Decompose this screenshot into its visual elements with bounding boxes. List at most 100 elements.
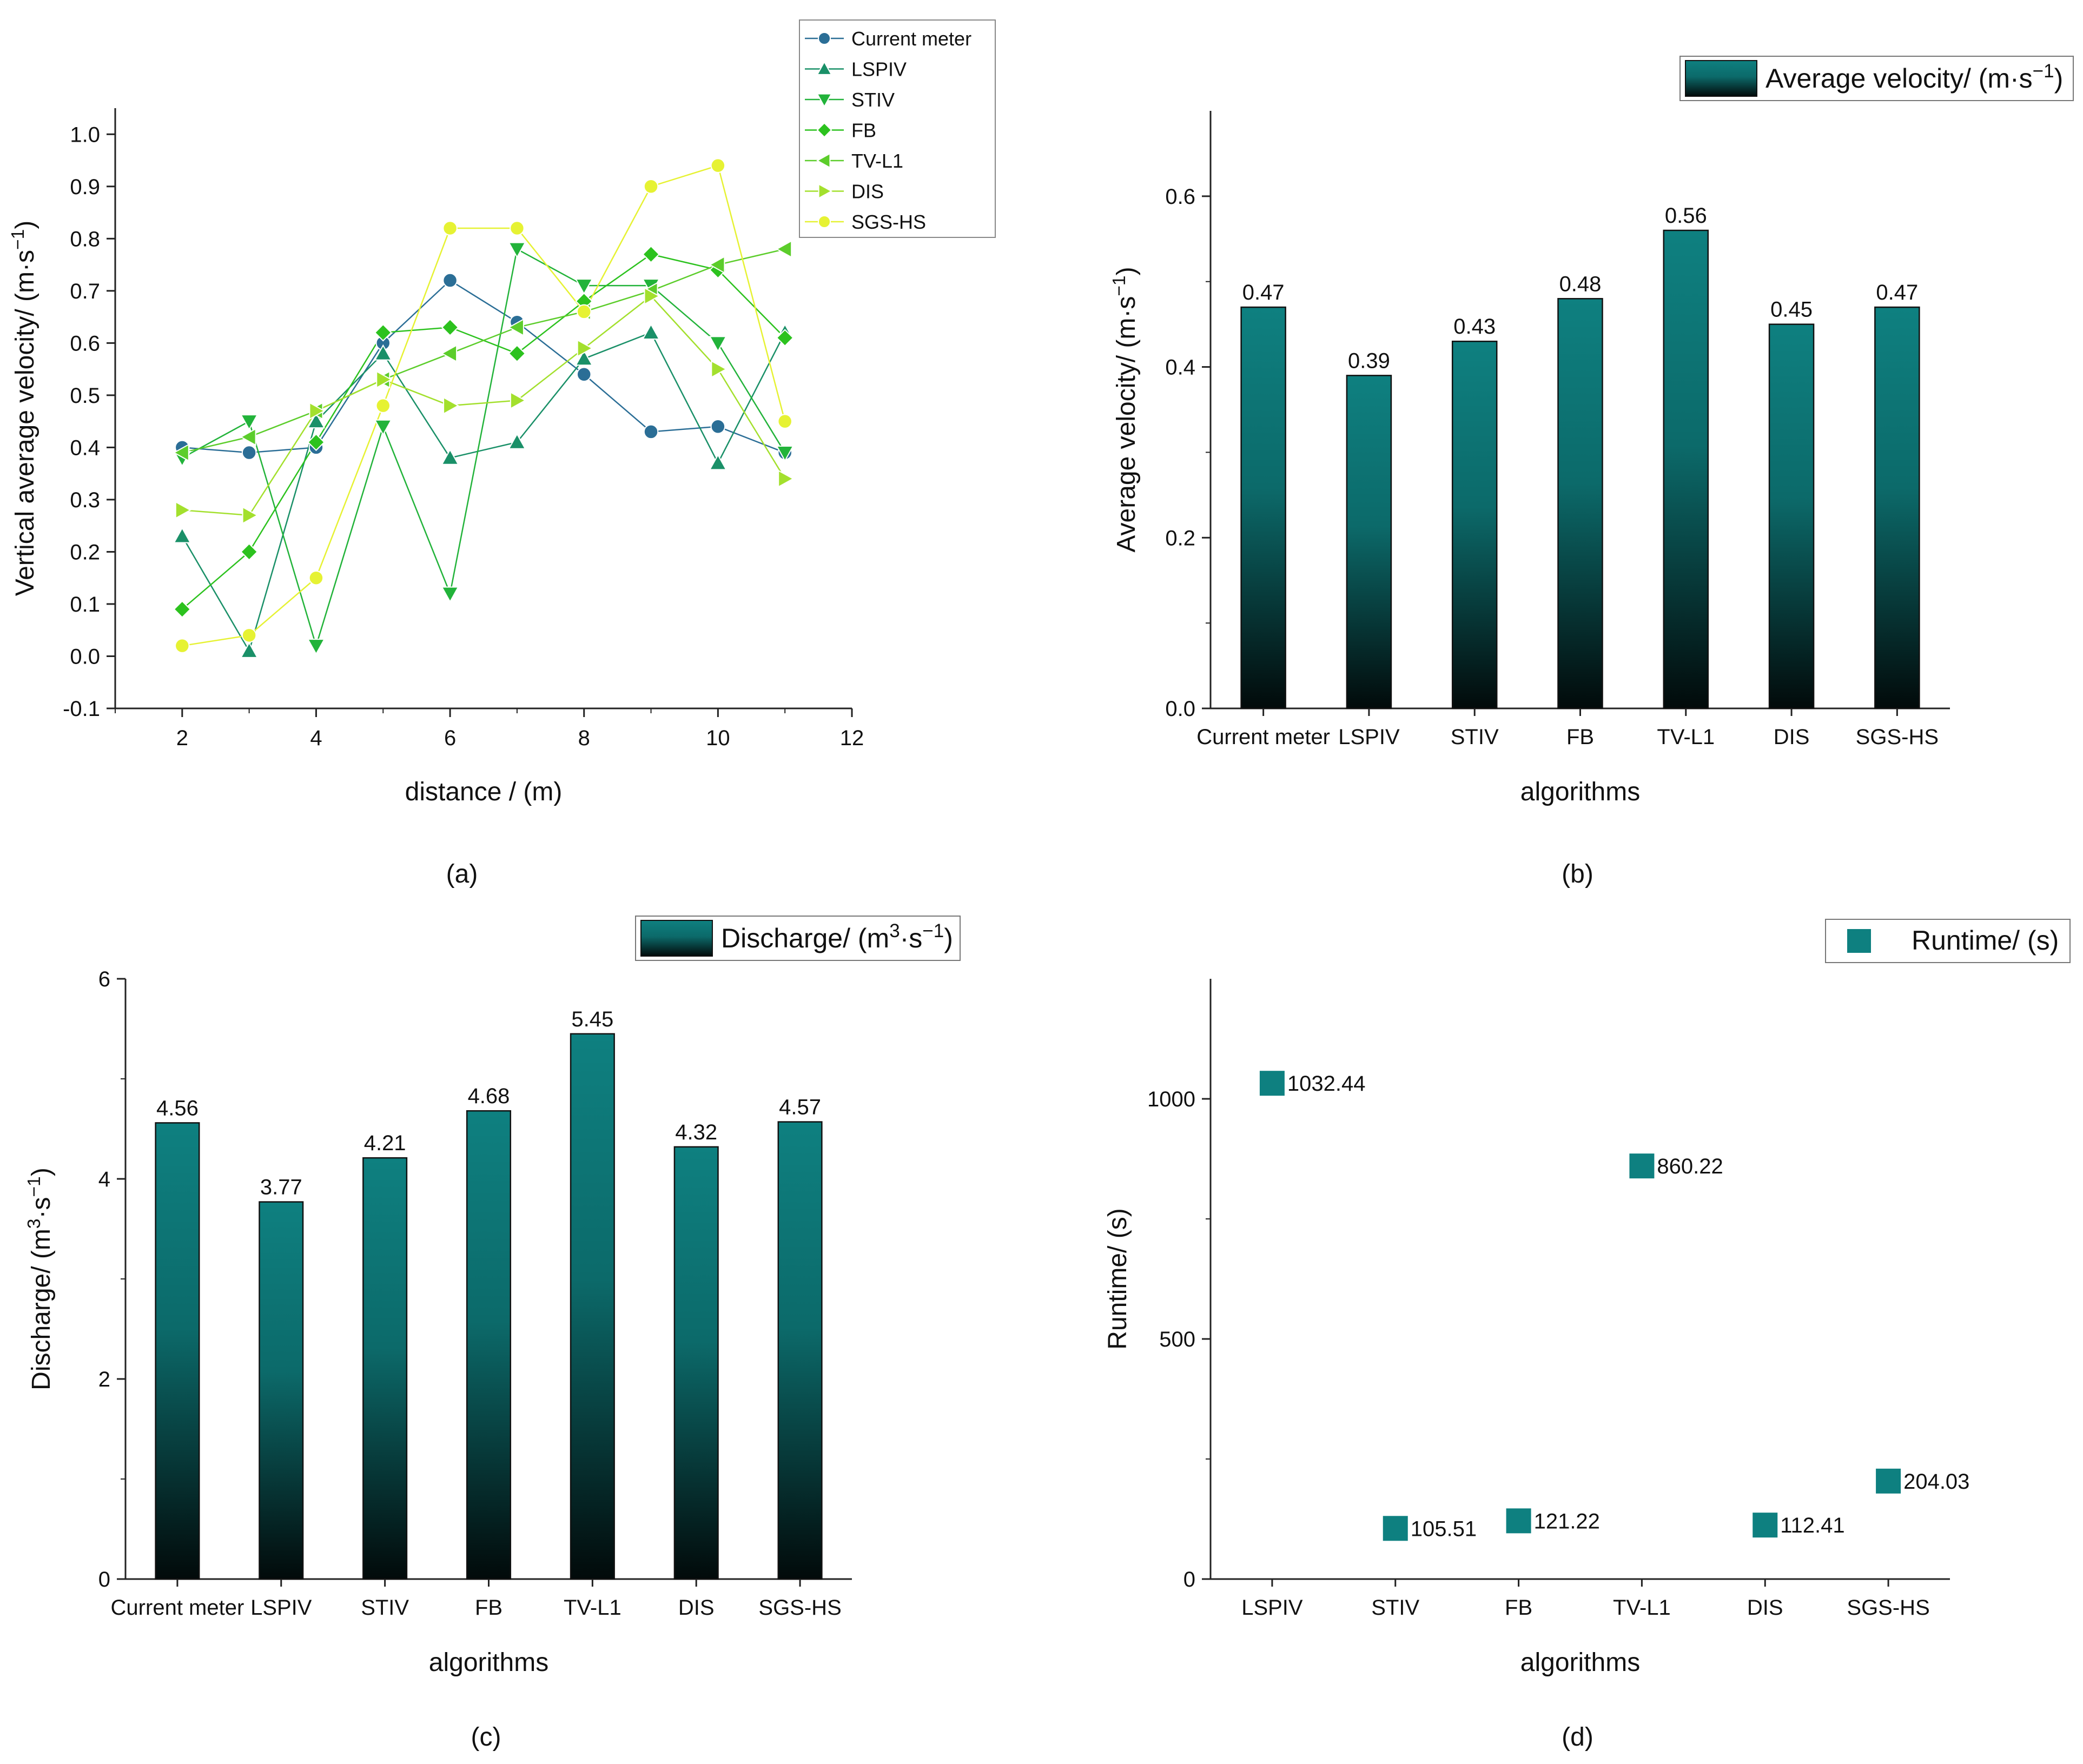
panel-label: (d) bbox=[1562, 1723, 1593, 1752]
data-point bbox=[709, 255, 725, 274]
x-tick-label: SGS-HS bbox=[1847, 1596, 1929, 1620]
data-point bbox=[1628, 1152, 1656, 1180]
x-tick-label: 6 bbox=[444, 726, 456, 750]
data-point bbox=[1381, 1515, 1409, 1542]
data-point bbox=[442, 221, 458, 236]
bar bbox=[1768, 323, 1815, 709]
y-axis-title: Average velocity/ (m·s−1) bbox=[1109, 267, 1141, 552]
data-point bbox=[375, 398, 391, 413]
y-tick-label: 0.6 bbox=[70, 331, 100, 355]
data-point bbox=[575, 278, 593, 295]
y-tick-label: 4 bbox=[98, 1168, 110, 1191]
series-line-fb bbox=[182, 253, 786, 610]
data-point bbox=[307, 639, 326, 655]
legend-label: Current meter bbox=[851, 28, 971, 50]
x-tick-label: DIS bbox=[678, 1596, 715, 1620]
x-tick-label: 10 bbox=[706, 726, 730, 750]
legend-label: TV-L1 bbox=[851, 150, 903, 172]
x-tick-label: 12 bbox=[840, 726, 864, 750]
y-tick-label: 0 bbox=[1183, 1568, 1195, 1591]
y-tick-label: 0.0 bbox=[70, 645, 100, 668]
bar bbox=[259, 1201, 304, 1580]
x-tick-label: TV-L1 bbox=[1613, 1596, 1671, 1620]
y-axis-title: Vertical average velocity/ (m·s−1) bbox=[8, 221, 40, 596]
data-point bbox=[776, 446, 794, 462]
data-point bbox=[442, 273, 458, 288]
panel-c-bar-chart: 0 2 4 6 4.56 Current meter 3.77 LSPIV 4.21 STIV 4.… bbox=[24, 916, 961, 1752]
y-tick-label: 0.2 bbox=[70, 540, 100, 564]
x-tick-label: TV-L1 bbox=[1657, 725, 1715, 749]
y-tick-label: 500 bbox=[1159, 1328, 1195, 1351]
x-tick-label: LSPIV bbox=[250, 1596, 312, 1620]
x-tick-label: 8 bbox=[578, 726, 590, 750]
bar-value-label: 0.39 bbox=[1348, 349, 1390, 373]
data-point bbox=[510, 391, 526, 410]
data-point bbox=[441, 318, 459, 336]
data-point bbox=[173, 443, 189, 462]
data-point bbox=[443, 396, 460, 415]
x-tick-label: 2 bbox=[176, 726, 188, 750]
x-tick-label: 4 bbox=[310, 726, 322, 750]
bar bbox=[362, 1157, 408, 1580]
series-line-dis bbox=[182, 295, 786, 516]
x-tick-label: SGS-HS bbox=[1856, 725, 1939, 749]
data-point bbox=[778, 469, 795, 488]
point-value-label: 112.41 bbox=[1780, 1514, 1844, 1537]
legend-label: FB bbox=[851, 120, 876, 142]
bar-value-label: 0.48 bbox=[1559, 272, 1602, 296]
bar bbox=[1240, 306, 1286, 709]
data-point bbox=[1875, 1467, 1902, 1495]
data-point bbox=[710, 419, 726, 434]
point-value-label: 204.03 bbox=[1903, 1470, 1969, 1494]
bar bbox=[1346, 375, 1392, 709]
y-tick-label: 0.9 bbox=[70, 175, 100, 199]
data-point bbox=[175, 638, 190, 653]
bar bbox=[570, 1033, 615, 1580]
legend-marker bbox=[816, 61, 832, 75]
x-tick-label: SGS-HS bbox=[758, 1596, 841, 1620]
data-point bbox=[240, 428, 256, 446]
data-point bbox=[173, 527, 191, 543]
data-point bbox=[241, 445, 257, 460]
legend-marker bbox=[816, 93, 832, 108]
bar-value-label: 0.47 bbox=[1876, 281, 1918, 304]
panel-a-line-chart: -0.1 0.0 0.1 0.2 0.3 0.4 0.5 0.6 0.7 0.8 0.9 1.0 2 4 6… bbox=[8, 19, 996, 888]
point-value-label: 860.22 bbox=[1657, 1155, 1723, 1178]
data-point bbox=[576, 367, 592, 382]
series-line-stiv bbox=[182, 248, 786, 648]
data-point bbox=[441, 586, 459, 603]
bar-value-label: 4.21 bbox=[364, 1131, 406, 1155]
bar-value-label: 4.68 bbox=[468, 1084, 510, 1108]
y-tick-label: 0.4 bbox=[1165, 356, 1195, 380]
legend-label: Average velocity/ (m·s−1) bbox=[1765, 61, 2063, 94]
data-point bbox=[240, 414, 259, 431]
data-point bbox=[577, 339, 593, 357]
data-point bbox=[709, 454, 728, 470]
bar bbox=[1874, 306, 1920, 709]
x-tick-label: STIV bbox=[361, 1596, 409, 1620]
x-tick-label: FB bbox=[475, 1596, 502, 1620]
bar-value-label: 3.77 bbox=[260, 1176, 302, 1199]
x-axis-title: distance / (m) bbox=[405, 778, 563, 806]
data-point bbox=[711, 360, 728, 379]
series-line-sgs-hs bbox=[182, 164, 786, 647]
data-point bbox=[374, 323, 392, 342]
data-point bbox=[510, 221, 525, 236]
data-point bbox=[1505, 1507, 1532, 1535]
y-tick-label: 2 bbox=[98, 1368, 110, 1391]
data-point bbox=[507, 318, 524, 337]
series-line-lspiv bbox=[181, 331, 786, 653]
x-tick-label: FB bbox=[1566, 725, 1594, 749]
legend-marker bbox=[818, 183, 833, 200]
panel-label: (a) bbox=[446, 860, 478, 888]
data-point bbox=[575, 349, 593, 366]
data-point bbox=[710, 158, 726, 173]
x-axis-title: algorithms bbox=[1520, 1648, 1640, 1677]
bar-value-label: 5.45 bbox=[571, 1007, 613, 1031]
data-point bbox=[1258, 1070, 1286, 1097]
x-axis-title: algorithms bbox=[1520, 778, 1640, 806]
y-tick-label: 0.5 bbox=[70, 384, 100, 408]
data-point bbox=[441, 344, 458, 363]
bar bbox=[673, 1146, 719, 1580]
